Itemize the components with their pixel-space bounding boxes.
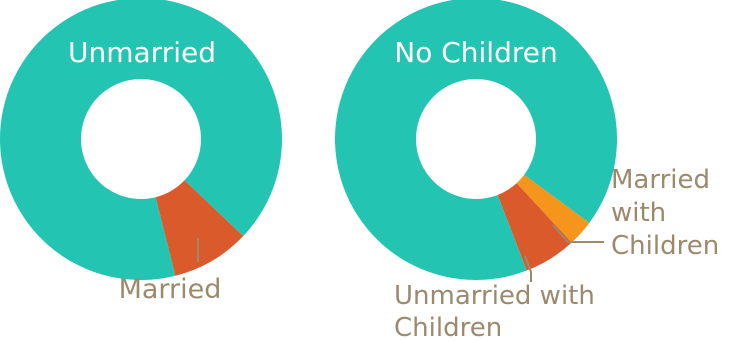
leader-line-unmarried-with-children xyxy=(524,255,532,282)
slice-label-unmarried-with-children-line1: Unmarried with xyxy=(394,281,595,311)
slice-label-married-with-children-line2: with xyxy=(611,198,666,228)
slice-unmarried-with-children xyxy=(497,183,572,271)
donut-chart-children xyxy=(335,0,617,280)
slice-label-unmarried-with-children-line2: Children xyxy=(394,313,502,341)
slice-married xyxy=(155,180,244,276)
slice-label-married: Married xyxy=(119,274,222,305)
slice-married-with-children xyxy=(516,174,590,243)
donut-chart-marital-status xyxy=(0,0,282,280)
slice-label-married-with-children-line3: Children xyxy=(611,231,719,261)
slice-label-unmarried: Unmarried xyxy=(68,36,216,69)
slice-label-married-with-children-line1: Married xyxy=(611,165,710,195)
slice-unmarried xyxy=(0,0,282,280)
slice-no-children xyxy=(335,0,617,280)
slice-label-no-children: No Children xyxy=(394,36,557,69)
leader-line-married-with-children xyxy=(552,224,604,243)
